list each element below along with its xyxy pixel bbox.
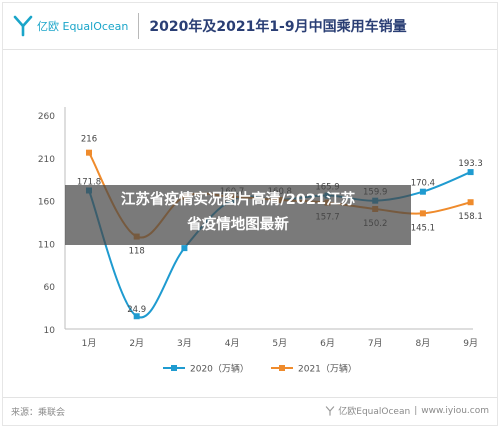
legend-marker-2 xyxy=(279,365,285,371)
y-tick-label: 260 xyxy=(38,112,55,122)
y-tick-label: 210 xyxy=(38,155,55,165)
header-divider xyxy=(138,13,140,39)
legend-label-2: 2021（万辆） xyxy=(298,363,357,375)
y-tick-label: 160 xyxy=(38,198,55,208)
data-point-2 xyxy=(86,149,92,156)
data-label-1: 24.9 xyxy=(127,305,146,315)
x-tick-label: 5月 xyxy=(272,338,287,349)
data-point-2 xyxy=(419,210,426,217)
chart-title: 2020年及2021年1-9月中国乘用车销量 xyxy=(149,19,407,35)
data-point-2 xyxy=(467,199,474,206)
footer-brand-name: 亿欧EqualOcean xyxy=(338,407,411,417)
footer-rule xyxy=(3,397,497,398)
x-tick-label: 7月 xyxy=(368,338,383,349)
equalocean-logo-icon xyxy=(13,15,33,37)
y-tick-label: 110 xyxy=(38,240,55,250)
x-tick-label: 6月 xyxy=(320,338,335,349)
footer-url: www.iyiou.com xyxy=(421,405,489,416)
legend-label-1: 2020（万辆） xyxy=(190,363,249,375)
legend-marker-1 xyxy=(171,365,177,371)
overlay-line-1: 江苏省疫情实况图片高清/2021江苏 xyxy=(120,192,356,208)
x-tick-label: 4月 xyxy=(225,338,240,349)
data-label-2: 118 xyxy=(129,247,145,257)
x-tick-label: 9月 xyxy=(463,338,478,349)
data-label-1: 193.3 xyxy=(458,159,482,169)
y-tick-label: 10 xyxy=(44,326,56,336)
data-label-2: 145.1 xyxy=(411,223,435,233)
data-label-2: 216 xyxy=(81,135,97,145)
data-point-1 xyxy=(467,169,474,176)
data-point-1 xyxy=(419,188,426,195)
equalocean-mini-logo-icon xyxy=(326,405,335,416)
x-tick-label: 8月 xyxy=(416,338,431,349)
header-rule xyxy=(3,49,497,50)
data-point-1 xyxy=(133,313,140,320)
x-tick-label: 2月 xyxy=(129,338,144,349)
header: 亿欧 EqualOcean 2020年及2021年1-9月中国乘用车销量 xyxy=(3,3,497,49)
data-label-1: 171.8 xyxy=(77,177,101,187)
x-tick-label: 1月 xyxy=(82,338,97,349)
data-label-2: 158.1 xyxy=(458,212,482,222)
y-tick-label: 60 xyxy=(44,283,56,293)
x-tick-label: 3月 xyxy=(177,338,192,349)
data-label-1: 170.4 xyxy=(411,179,435,189)
footer-separator: | xyxy=(414,405,418,416)
watermark-overlay-box xyxy=(65,185,411,245)
overlay-line-2: 省疫情地图最新 xyxy=(187,217,289,233)
data-point-1 xyxy=(181,245,188,252)
source-note: 来源：乘联会 xyxy=(11,408,66,418)
watermark-overlay-text: 江苏省疫情实况图片高清/2021江苏 省疫情地图最新 xyxy=(65,188,411,238)
footer-brand: 亿欧EqualOcean | www.iyiou.com xyxy=(325,404,489,417)
brand-logo: 亿欧 EqualOcean xyxy=(13,15,128,37)
brand-name: 亿欧 EqualOcean xyxy=(37,20,129,33)
